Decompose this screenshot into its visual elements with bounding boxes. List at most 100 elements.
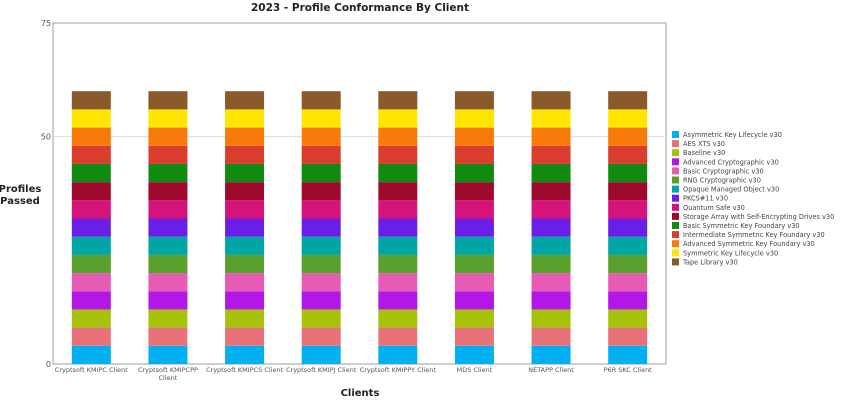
bar-segment: [71, 273, 111, 292]
bar-segment: [531, 91, 571, 110]
bar-segment: [148, 291, 188, 310]
bar-segment: [608, 236, 648, 255]
bar-segment: [378, 291, 418, 310]
bar-segment: [378, 91, 418, 110]
bar-segment: [454, 309, 494, 328]
x-tick-label: Cryptsoft KMIPC Client: [55, 366, 128, 374]
bar-segment: [301, 309, 341, 328]
x-tick-labels: Cryptsoft KMIPC Client Cryptsoft KMIPCPPC…: [55, 366, 652, 382]
bar-segment: [531, 182, 571, 201]
bar-segment: [454, 200, 494, 219]
legend-swatch: [672, 176, 679, 184]
bar-segment: [531, 327, 571, 346]
bar-segment: [225, 91, 265, 110]
bar-segment: [148, 218, 188, 237]
legend-swatch: [672, 231, 679, 239]
legend-entry: Basic Cryptographic v30: [683, 167, 764, 175]
bar-segment: [608, 200, 648, 219]
bar-segment: [378, 200, 418, 219]
bar-segment: [301, 127, 341, 146]
bar-segment: [148, 309, 188, 328]
bar-segment: [225, 345, 265, 364]
bar-segment: [148, 127, 188, 146]
bar-segment: [531, 145, 571, 164]
legend-entry: Tape Library v30: [682, 258, 738, 266]
bar-segment: [148, 182, 188, 201]
x-tick-label: P6R SKC Client: [604, 366, 653, 374]
bar-segment: [378, 127, 418, 146]
bar-segment: [608, 182, 648, 201]
bar-segment: [301, 345, 341, 364]
bar-segment: [225, 200, 265, 219]
bar-segment: [454, 91, 494, 110]
x-tick-label: Cryptsoft KMIPCS Client: [206, 366, 284, 374]
bar-segment: [301, 163, 341, 183]
x-tick-label: Cryptsoft KMIPJ Client: [286, 366, 357, 374]
bar-segment: [608, 163, 648, 183]
bar-segment: [301, 236, 341, 255]
bar-segment: [531, 236, 571, 255]
bar-segment: [225, 127, 265, 146]
bar-segment: [378, 236, 418, 255]
bar-segment: [225, 163, 265, 183]
bar-segment: [225, 218, 265, 237]
bar-segment: [454, 109, 494, 128]
bars-layer: [71, 91, 648, 364]
bar-segment: [225, 109, 265, 128]
legend-entry: Advanced Cryptographic v30: [683, 158, 779, 166]
bar-segment: [378, 145, 418, 164]
legend-entry: AES XTS v30: [683, 140, 725, 148]
bar-segment: [71, 327, 111, 346]
bar-segment: [225, 327, 265, 346]
legend-swatch: [672, 158, 679, 166]
legend-entry: Storage Array with Self-Encrypting Drive…: [683, 213, 834, 221]
legend-swatch: [672, 258, 679, 266]
bar-segment: [71, 345, 111, 364]
bar-segment: [378, 163, 418, 183]
bar-segment: [608, 109, 648, 128]
bar-segment: [71, 200, 111, 219]
y-axis-label-line-1: Profiles: [0, 184, 41, 195]
plot-area-border: [52, 22, 667, 365]
bar-segment: [301, 109, 341, 128]
legend-swatch: [672, 194, 679, 202]
legend-swatch: [672, 131, 679, 138]
legend-swatch: [672, 167, 679, 175]
legend-swatch: [672, 149, 679, 157]
bar-segment: [378, 182, 418, 201]
bar-segment: [531, 200, 571, 219]
y-tick-label: 0: [46, 360, 51, 369]
legend-entry: Baseline v30: [683, 149, 725, 157]
bar-segment: [71, 309, 111, 328]
bar-segment: [71, 236, 111, 255]
y-tick-labels: 0 50 75: [41, 19, 51, 369]
y-tick-label: 75: [41, 19, 51, 28]
bar-segment: [301, 218, 341, 237]
bar-segment: [148, 163, 188, 183]
chart-title: 2023 - Profile Conformance By Client: [251, 2, 469, 14]
bar-segment: [608, 145, 648, 164]
bar-segment: [608, 309, 648, 328]
bar-segment: [531, 254, 571, 274]
legend-swatch: [672, 222, 679, 229]
bar-segment: [378, 254, 418, 274]
bar-segment: [454, 182, 494, 201]
bar-segment: [454, 127, 494, 146]
bar-segment: [454, 327, 494, 346]
bar-segment: [71, 163, 111, 183]
bar-segment: [71, 91, 111, 110]
x-axis-label: Clients: [341, 388, 380, 399]
bar-segment: [531, 109, 571, 128]
legend-entry: Quantum Safe v30: [683, 204, 745, 212]
bar-segment: [608, 327, 648, 346]
bar-segment: [301, 254, 341, 274]
bar-segment: [531, 345, 571, 364]
bar-segment: [531, 163, 571, 183]
legend-entry: Asymmetric Key Lifecycle v30: [683, 131, 782, 139]
bar-segment: [454, 236, 494, 255]
bar-segment: [148, 273, 188, 292]
bar-segment: [608, 291, 648, 310]
